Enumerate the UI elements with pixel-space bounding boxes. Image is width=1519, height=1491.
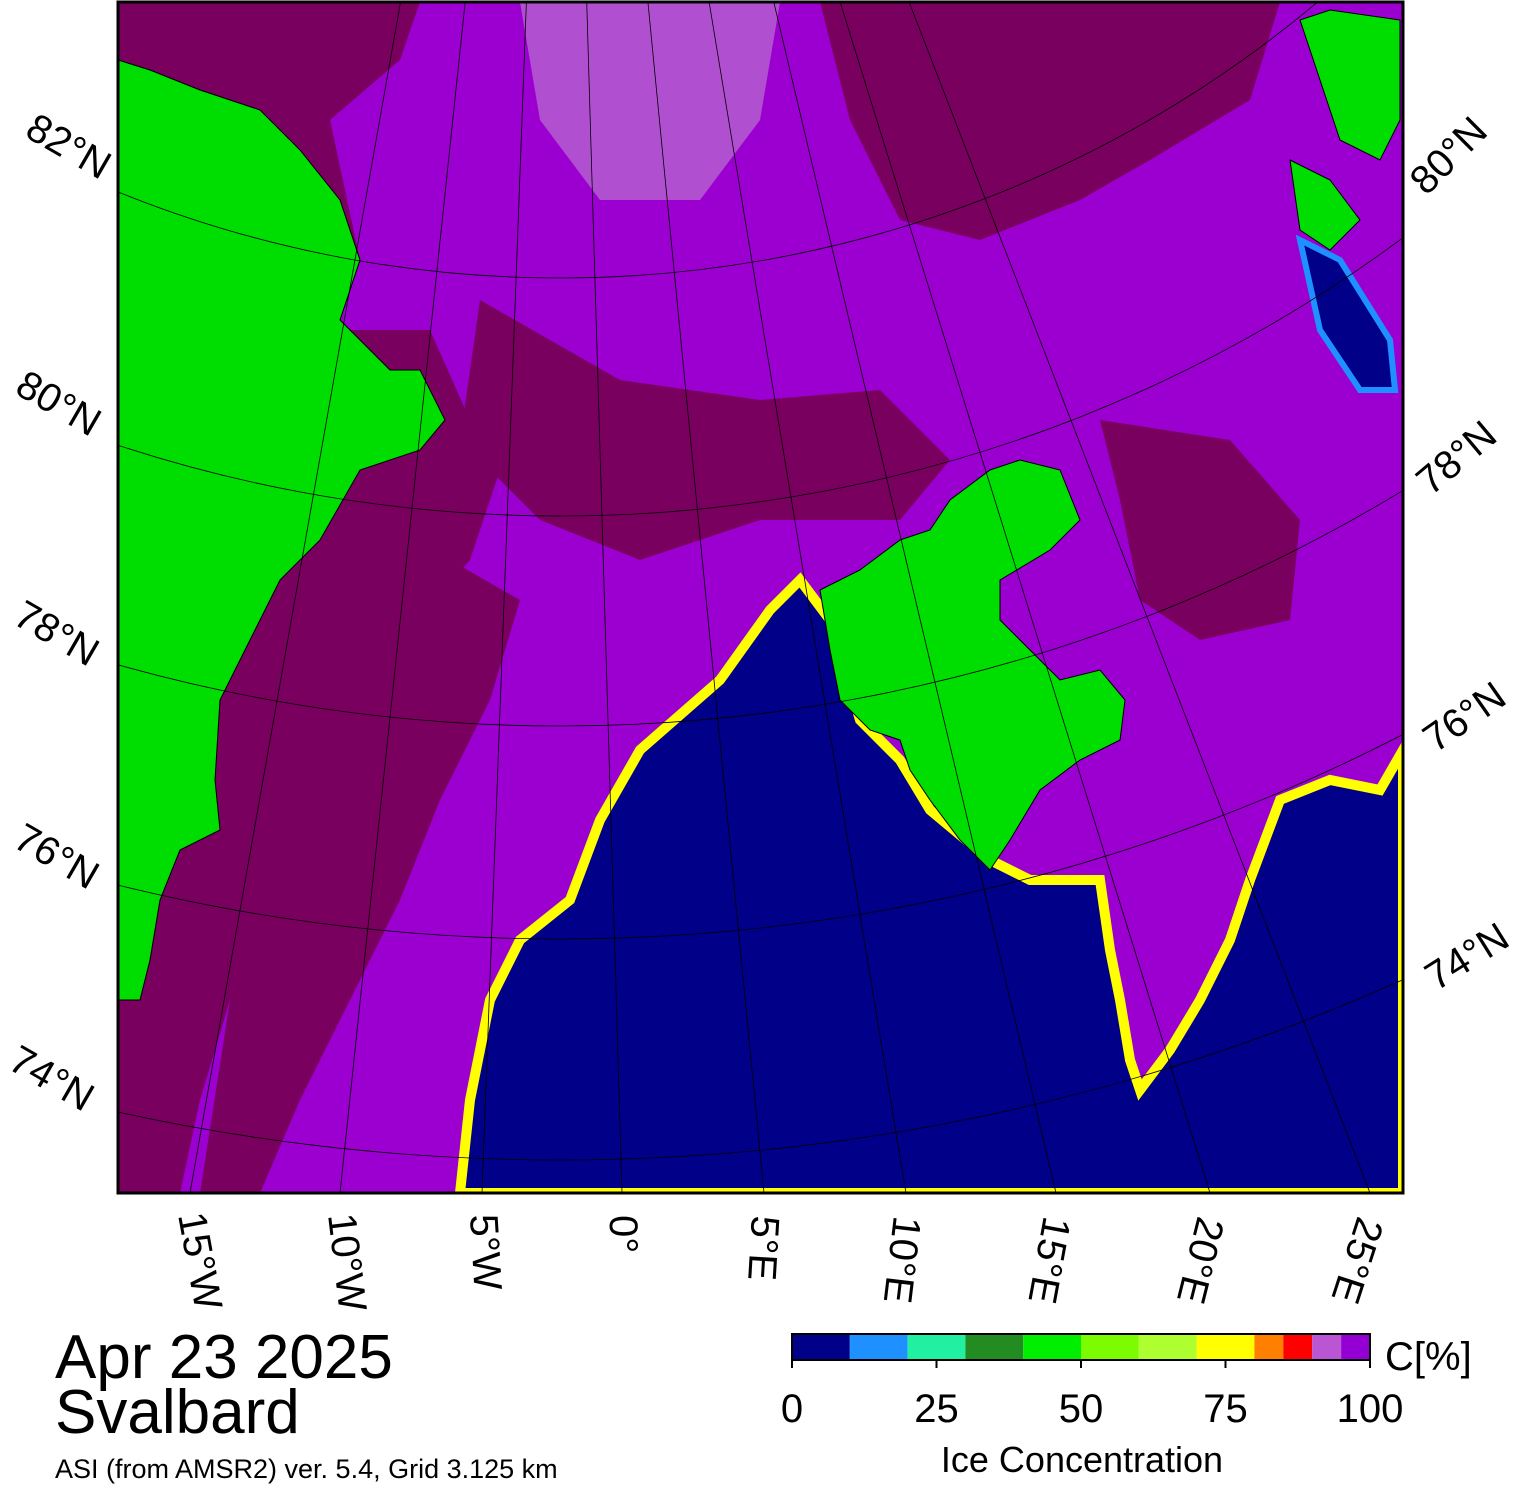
land-greenland (118, 59, 446, 1001)
lon-label: 15°W (169, 1209, 230, 1314)
open-water-patch (1295, 234, 1399, 393)
colorbar-tick-label: 100 (1337, 1387, 1404, 1431)
lon-label: 20°E (1168, 1213, 1232, 1308)
region: Svalbard (55, 1378, 300, 1447)
thick-ice-region (200, 540, 520, 1193)
colorbar-segment (965, 1334, 1024, 1360)
lon-label: 25°E (1323, 1212, 1392, 1308)
graticule (118, 2, 1403, 1193)
land-svalbard (819, 459, 1126, 871)
lat-label: 80°N (1402, 109, 1496, 203)
lon-label: 15°E (1019, 1213, 1078, 1307)
lon-label: 0° (601, 1215, 645, 1253)
colorbar-segment (1283, 1334, 1313, 1360)
thick-ice-region (820, 2, 1280, 240)
colorbar-segment (1081, 1334, 1139, 1360)
colorbar-segment (849, 1334, 908, 1360)
colorbar-tick-label: 75 (1203, 1387, 1248, 1431)
colorbar-tick-label: 25 (914, 1387, 959, 1431)
lat-label: 74°N (1418, 915, 1517, 1000)
colorbar-segment (1341, 1334, 1370, 1360)
lat-label: 80°N (9, 362, 108, 445)
lat-label: 74°N (2, 1037, 101, 1120)
colorbar-segment (1196, 1334, 1255, 1360)
open-ocean (454, 572, 1403, 1193)
colorbar-title: Ice Concentration (941, 1439, 1223, 1480)
colorbar-segment (792, 1334, 850, 1360)
colorbar-unit: C[%] (1385, 1335, 1472, 1379)
lat-label: 82°N (19, 105, 118, 188)
date: Apr 23 2025 (55, 1323, 393, 1392)
lat-label: 78°N (1408, 412, 1505, 503)
source: ASI (from AMSR2) ver. 5.4, Grid 3.125 km (55, 1454, 558, 1484)
colorbar-segment (1254, 1334, 1284, 1360)
map-frame (116, 0, 1405, 1195)
lon-label: 10°W (319, 1211, 374, 1314)
colorbar: 0 25 50 75 100 (781, 1333, 1404, 1431)
lon-label: 5°E (739, 1214, 787, 1281)
lon-label: 10°E (875, 1214, 929, 1306)
colorbar-segment (1138, 1334, 1197, 1360)
colorbar-segment (907, 1334, 966, 1360)
colorbar-segment (1312, 1334, 1342, 1360)
open-pack-region (520, 2, 780, 200)
lat-label: 76°N (1415, 674, 1513, 761)
colorbar-segment (1023, 1334, 1081, 1360)
lat-label: 78°N (7, 592, 106, 675)
colorbar-tick-label: 50 (1059, 1387, 1104, 1431)
thick-ice-region (460, 300, 950, 560)
map-area (118, 2, 1403, 1193)
land-franz-josef (1289, 9, 1401, 251)
lat-label: 76°N (7, 815, 106, 898)
colorbar-tick-label: 0 (781, 1387, 803, 1431)
lon-label: 5°W (461, 1213, 509, 1292)
thick-ice-region (1100, 420, 1300, 640)
